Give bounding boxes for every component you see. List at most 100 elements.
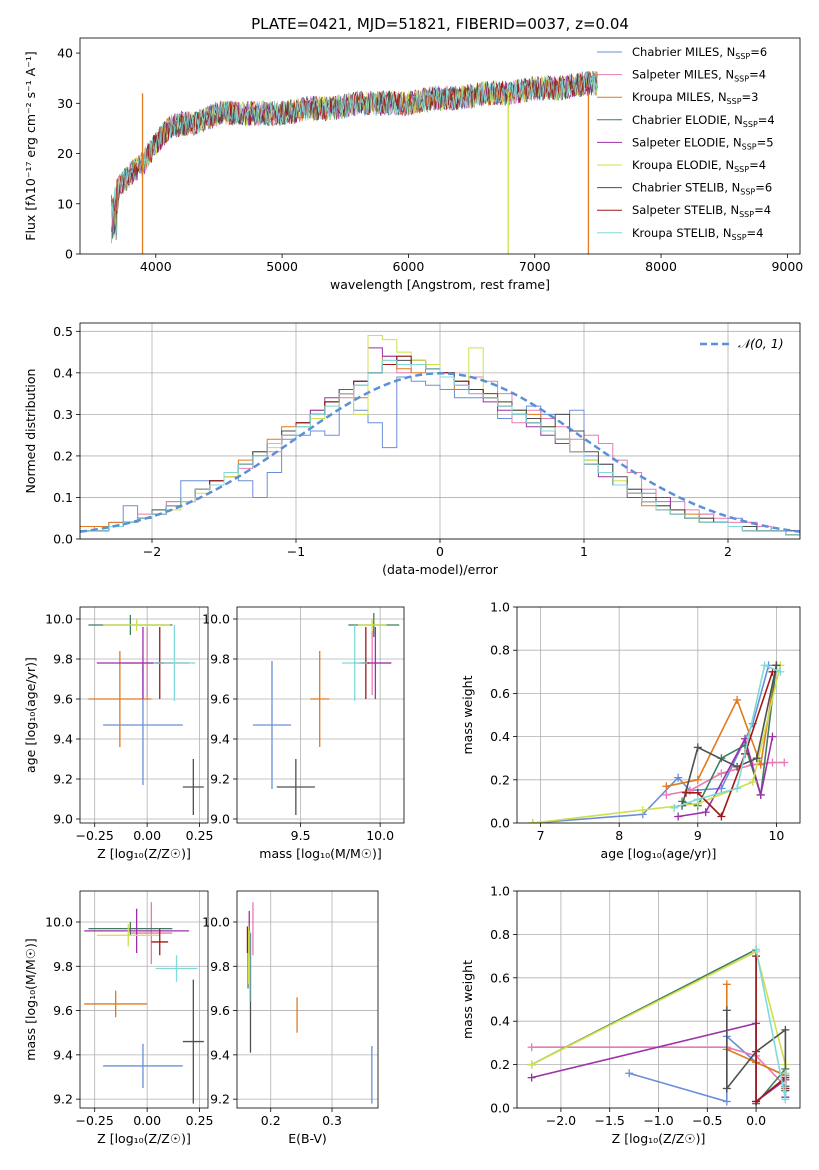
- y-axis-label: mass [log₁₀(M/M☉)]: [23, 938, 38, 1060]
- axes-mass-vs-EBV: 0.2 0.3 9.2 9.4 9.6 9.8 10.0: [202, 891, 378, 1128]
- weight-line: [681, 665, 778, 807]
- plot-area-age-vs-Z: [88, 615, 204, 815]
- errorbar-point: [151, 928, 169, 956]
- y-tick-label: 0.0: [490, 816, 510, 831]
- legend-entry: Kroupa ELODIE, NSSP=4: [632, 158, 766, 174]
- x-tick-label: −0.5: [692, 1113, 722, 1128]
- x-tick-label: 4000: [140, 259, 172, 274]
- errorbar-point: [155, 955, 198, 982]
- x-tick-label: 8: [615, 828, 623, 843]
- y-tick-label: 0.6: [490, 970, 510, 985]
- weight-line: [755, 949, 787, 1100]
- frame-age-vs-Z: [79, 606, 209, 824]
- y-tick-label: 0.2: [490, 1057, 510, 1072]
- errorbar-point: [84, 990, 148, 1018]
- x-tick-label: 0.00: [133, 828, 161, 843]
- y-tick-label: 10.0: [45, 612, 73, 627]
- y-tick-label: 0.6: [490, 686, 510, 701]
- y-axis-label: Normed distribution: [23, 369, 38, 494]
- x-tick-label: 0: [436, 544, 444, 559]
- y-tick-label: 0.1: [53, 490, 73, 505]
- axes-age-vs-Z: −0.25 0.00 0.25 9.0 9.2 9.4 9.6 9.8 10.0: [45, 607, 214, 843]
- errorbar-point: [182, 759, 204, 815]
- y-tick-label: 0.2: [53, 448, 73, 463]
- y-tick-label: 1.0: [490, 884, 510, 899]
- x-axis-label: wavelength [Angstrom, rest frame]: [330, 277, 550, 292]
- legend-entry: Kroupa MILES, NSSP=3: [632, 90, 758, 106]
- y-tick-label: 0.3: [53, 407, 73, 422]
- x-tick-label: 5000: [266, 259, 298, 274]
- weight-series: [670, 661, 785, 812]
- errorbar-point: [96, 924, 160, 947]
- x-axis-label: (data-model)/error: [382, 562, 499, 577]
- x-tick-label: 0.0: [746, 1113, 766, 1128]
- frame-mass-vs-EBV: [236, 890, 379, 1109]
- y-tick-label: 0.4: [53, 365, 73, 380]
- errorbar-point: [84, 908, 190, 953]
- plot-area-massweight-vs-age: [528, 661, 789, 823]
- legend-entry: Salpeter MILES, NSSP=4: [632, 68, 766, 84]
- x-tick-label: −1.0: [643, 1113, 673, 1128]
- x-axis-label: age [log₁₀(age/yr)]: [601, 846, 717, 861]
- y-tick-label: 0.8: [490, 927, 510, 942]
- spectrum-line: [111, 71, 598, 233]
- y-tick-label: 9.4: [210, 1047, 230, 1062]
- x-tick-label: −0.25: [76, 1113, 114, 1128]
- y-tick-label: 10.0: [202, 915, 230, 930]
- x-tick-label: 8000: [645, 259, 677, 274]
- legend: 𝒩(0, 1): [700, 336, 784, 351]
- legend-entry: Chabrier ELODIE, NSSP=4: [632, 113, 775, 129]
- axes-spectrum: 4000 5000 6000 7000 8000 9000 0 10 20 30 40: [57, 46, 803, 274]
- errorbar-point: [88, 922, 173, 936]
- y-tick-label: 0.0: [490, 1101, 510, 1116]
- x-tick-label: 9.5: [291, 828, 311, 843]
- y-tick-label: 9.6: [53, 692, 73, 707]
- frame-massweight-vs-age: [516, 606, 801, 824]
- errorbar-point: [276, 759, 315, 815]
- frame-mass-vs-Z: [79, 890, 209, 1109]
- weight-line: [532, 665, 770, 823]
- y-tick-label: 1.0: [490, 600, 510, 615]
- plot-area-massweight-vs-Z: [527, 945, 790, 1108]
- legend-entry: Salpeter ELODIE, NSSP=5: [632, 135, 774, 151]
- x-tick-label: 10.0: [366, 828, 394, 843]
- y-tick-label: 9.8: [53, 652, 73, 667]
- errorbar-point: [88, 651, 152, 747]
- x-tick-label: 9: [694, 828, 702, 843]
- y-tick-label: 10: [57, 196, 73, 211]
- y-tick-label: 9.4: [210, 732, 230, 747]
- legend-entry: 𝒩(0, 1): [738, 336, 784, 351]
- y-tick-label: 9.8: [210, 652, 230, 667]
- x-axis-label: Z [log₁₀(Z/Z☉)]: [612, 1131, 706, 1146]
- x-tick-label: 2: [724, 544, 732, 559]
- frame-spectrum: [79, 37, 801, 255]
- errorbar-point: [182, 979, 204, 1104]
- y-tick-label: 9.2: [53, 1092, 73, 1107]
- y-tick-label: 0.2: [490, 772, 510, 787]
- plot-area-spectrum: [111, 70, 598, 254]
- y-axis-label: mass weight: [460, 960, 475, 1039]
- axes-residuals: −2 −1 0 1 2 0.0 0.1 0.2 0.3 0.4 0.5: [53, 323, 800, 559]
- errorbar-point: [103, 1043, 183, 1089]
- y-tick-label: 9.6: [53, 1003, 73, 1018]
- x-tick-label: 0.2: [261, 1113, 281, 1128]
- y-tick-label: 9.0: [53, 812, 73, 827]
- x-tick-label: −0.25: [76, 828, 114, 843]
- y-tick-label: 9.6: [210, 1003, 230, 1018]
- y-tick-label: 9.4: [53, 732, 73, 747]
- chart-title: PLATE=0421, MJD=51821, FIBERID=0037, z=0…: [251, 15, 629, 33]
- x-tick-label: 0.25: [186, 828, 214, 843]
- y-tick-label: 0.0: [53, 532, 73, 547]
- errorbar-point: [310, 651, 330, 747]
- x-axis-label: E(B-V): [288, 1131, 327, 1146]
- x-tick-label: −1.5: [595, 1113, 625, 1128]
- x-axis-label: mass [log₁₀(M/M☉)]: [259, 846, 381, 861]
- y-tick-label: 9.2: [210, 1092, 230, 1107]
- y-axis-label: mass weight: [460, 675, 475, 754]
- plot-area-age-vs-mass: [252, 613, 400, 815]
- y-tick-label: 0: [65, 247, 73, 262]
- y-tick-label: 10.0: [202, 612, 230, 627]
- y-tick-label: 20: [57, 146, 73, 161]
- legend-entry: Chabrier STELIB, NSSP=6: [632, 181, 772, 197]
